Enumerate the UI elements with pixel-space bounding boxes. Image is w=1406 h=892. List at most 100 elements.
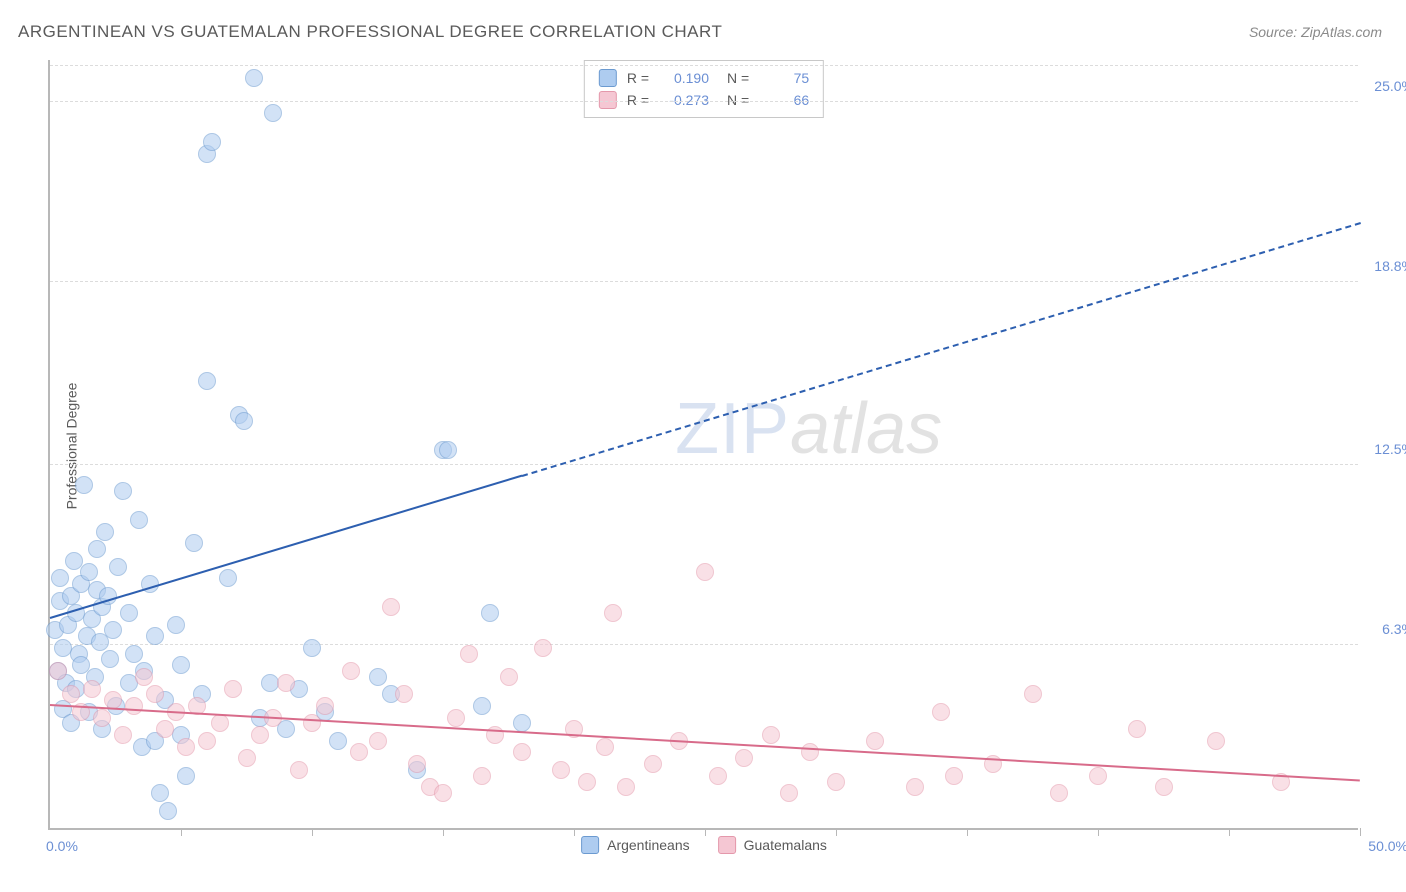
x-tick [1098,828,1099,836]
scatter-point [104,621,122,639]
scatter-point [500,668,518,686]
scatter-point [251,726,269,744]
scatter-point [177,767,195,785]
scatter-point [167,616,185,634]
y-tick-label: 25.0% [1374,78,1406,94]
scatter-point [434,784,452,802]
x-tick [574,828,575,836]
scatter-point [101,650,119,668]
scatter-point [146,685,164,703]
gridline [50,65,1358,66]
scatter-point [1128,720,1146,738]
scatter-point [125,697,143,715]
scatter-point [93,709,111,727]
x-tick [705,828,706,836]
legend-correlation: R =0.190N =75R =-0.273N =66 [584,60,824,118]
legend-r-value: 0.190 [659,70,709,86]
scatter-point [460,645,478,663]
scatter-point [224,680,242,698]
scatter-point [866,732,884,750]
scatter-point [827,773,845,791]
scatter-point [906,778,924,796]
trend-line-dashed [521,222,1360,477]
legend-r-label: R = [627,70,649,86]
legend-swatch [581,836,599,854]
scatter-point [578,773,596,791]
x-tick [1229,828,1230,836]
x-tick [836,828,837,836]
y-tick-label: 12.5% [1374,441,1406,457]
y-tick-label: 18.8% [1374,258,1406,274]
scatter-point [96,523,114,541]
scatter-point [151,784,169,802]
scatter-point [235,412,253,430]
scatter-point [617,778,635,796]
x-max-label: 50.0% [1368,838,1406,854]
scatter-point [513,743,531,761]
legend-series-item: Argentineans [581,836,690,854]
scatter-point [780,784,798,802]
gridline [50,644,1358,645]
scatter-point [62,685,80,703]
scatter-point [801,743,819,761]
scatter-point [80,563,98,581]
scatter-point [49,662,67,680]
scatter-point [316,697,334,715]
scatter-point [146,627,164,645]
gridline [50,101,1358,102]
source-label: Source: ZipAtlas.com [1249,24,1382,40]
scatter-point [198,732,216,750]
scatter-point [369,732,387,750]
x-tick [312,828,313,836]
scatter-point [945,767,963,785]
legend-swatch [718,836,736,854]
scatter-point [219,569,237,587]
scatter-point [473,697,491,715]
scatter-point [596,738,614,756]
scatter-point [644,755,662,773]
scatter-point [120,604,138,622]
scatter-point [382,598,400,616]
x-tick [181,828,182,836]
scatter-point [114,482,132,500]
scatter-point [177,738,195,756]
scatter-point [264,104,282,122]
scatter-point [513,714,531,732]
x-tick [443,828,444,836]
legend-series-label: Argentineans [607,837,690,853]
scatter-point [203,133,221,151]
scatter-point [552,761,570,779]
scatter-point [395,685,413,703]
scatter-point [172,656,190,674]
legend-series-item: Guatemalans [718,836,827,854]
scatter-point [1207,732,1225,750]
scatter-point [473,767,491,785]
legend-n-value: 75 [759,70,809,86]
scatter-point [198,372,216,390]
scatter-point [245,69,263,87]
y-tick-label: 6.3% [1382,621,1406,637]
scatter-point [211,714,229,732]
plot-area: ZIPatlas R =0.190N =75R =-0.273N =66 Arg… [48,60,1358,830]
legend-swatch [599,69,617,87]
scatter-point [932,703,950,721]
scatter-point [1024,685,1042,703]
scatter-point [1050,784,1068,802]
legend-series-label: Guatemalans [744,837,827,853]
scatter-point [185,534,203,552]
scatter-point [125,645,143,663]
scatter-point [109,558,127,576]
scatter-point [350,743,368,761]
scatter-point [709,767,727,785]
scatter-point [447,709,465,727]
scatter-point [481,604,499,622]
scatter-point [439,441,457,459]
legend-n-label: N = [727,70,749,86]
scatter-point [408,755,426,773]
scatter-point [65,552,83,570]
x-tick [1360,828,1361,836]
scatter-point [303,639,321,657]
trend-line [50,704,1360,782]
legend-correlation-row: R = 0.190 N = 75 [599,67,809,89]
scatter-point [277,674,295,692]
